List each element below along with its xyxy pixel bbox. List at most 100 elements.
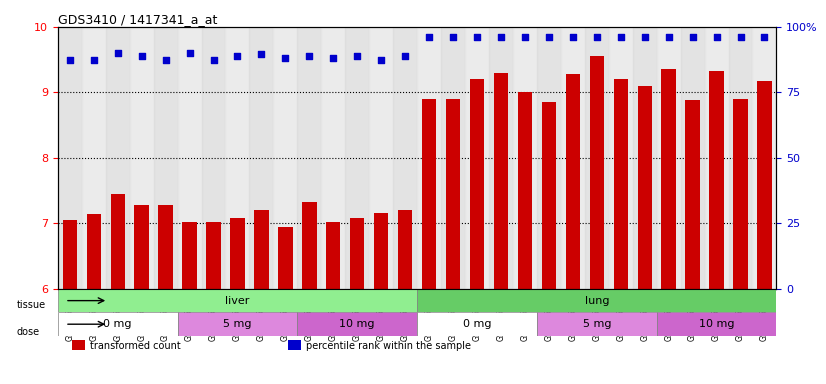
Bar	[657, 27, 681, 289]
Bar	[287, 340, 301, 350]
Bar	[130, 27, 154, 289]
Bar	[225, 27, 249, 289]
Bar	[206, 222, 221, 289]
Point	[686, 34, 699, 40]
Bar	[178, 27, 202, 289]
Point	[206, 56, 220, 63]
Bar	[729, 27, 752, 289]
Bar	[135, 205, 149, 289]
Text: transformed count: transformed count	[90, 341, 181, 351]
Bar	[393, 27, 417, 289]
Text: 10 mg: 10 mg	[339, 319, 375, 329]
Bar	[518, 93, 532, 289]
Point	[733, 34, 747, 40]
FancyBboxPatch shape	[537, 313, 657, 336]
Bar	[254, 210, 268, 289]
Bar	[752, 27, 776, 289]
FancyBboxPatch shape	[178, 313, 297, 336]
Bar	[369, 27, 393, 289]
Text: percentile rank within the sample: percentile rank within the sample	[306, 341, 471, 351]
Bar	[106, 27, 130, 289]
Text: 5 mg: 5 mg	[223, 319, 252, 329]
Bar	[705, 27, 729, 289]
Bar	[489, 27, 513, 289]
Bar	[662, 70, 676, 289]
Point	[662, 34, 676, 40]
Point	[135, 53, 149, 60]
Bar	[297, 27, 321, 289]
Text: liver: liver	[225, 296, 249, 306]
FancyBboxPatch shape	[58, 313, 178, 336]
Point	[278, 55, 292, 61]
Bar	[609, 27, 633, 289]
Bar	[183, 222, 197, 289]
Text: lung: lung	[585, 296, 609, 306]
Bar	[590, 56, 604, 289]
Text: GDS3410 / 1417341_a_at: GDS3410 / 1417341_a_at	[58, 13, 217, 26]
Bar	[537, 27, 561, 289]
Bar	[82, 27, 106, 289]
Bar	[326, 222, 340, 289]
FancyBboxPatch shape	[657, 313, 776, 336]
FancyBboxPatch shape	[417, 289, 776, 313]
Bar	[87, 214, 101, 289]
Bar	[441, 27, 465, 289]
Bar	[302, 202, 316, 289]
Bar	[494, 73, 508, 289]
Point	[351, 53, 364, 60]
Point	[614, 34, 628, 40]
Bar	[321, 27, 345, 289]
Bar	[614, 79, 628, 289]
Bar	[710, 71, 724, 289]
Text: 10 mg: 10 mg	[699, 319, 734, 329]
Bar	[374, 213, 388, 289]
Bar	[111, 194, 125, 289]
FancyBboxPatch shape	[417, 313, 537, 336]
Bar	[273, 27, 297, 289]
FancyBboxPatch shape	[297, 313, 417, 336]
Bar	[345, 27, 369, 289]
Point	[327, 55, 340, 61]
Point	[375, 56, 388, 63]
Point	[302, 53, 316, 60]
Bar	[733, 99, 748, 289]
Bar	[249, 27, 273, 289]
Bar	[638, 86, 652, 289]
Bar	[398, 210, 412, 289]
Point	[111, 50, 125, 56]
Bar	[422, 99, 436, 289]
Bar	[566, 74, 580, 289]
Point	[183, 50, 197, 56]
Bar	[561, 27, 585, 289]
Bar	[230, 218, 244, 289]
Bar	[63, 220, 77, 289]
Point	[542, 34, 555, 40]
Point	[518, 34, 531, 40]
Bar	[757, 81, 771, 289]
Bar	[72, 340, 85, 350]
Text: 5 mg: 5 mg	[582, 319, 611, 329]
Point	[758, 34, 771, 40]
Bar	[159, 205, 173, 289]
Text: tissue: tissue	[17, 300, 45, 310]
Point	[471, 34, 484, 40]
Bar	[58, 27, 82, 289]
Point	[398, 53, 411, 60]
Bar	[470, 79, 484, 289]
Bar	[681, 27, 705, 289]
Bar	[202, 27, 225, 289]
Bar	[154, 27, 178, 289]
Bar	[686, 100, 700, 289]
Bar	[465, 27, 489, 289]
Bar	[417, 27, 441, 289]
Point	[446, 34, 459, 40]
Bar	[633, 27, 657, 289]
Point	[590, 34, 603, 40]
Point	[422, 34, 436, 40]
Bar	[350, 218, 364, 289]
Text: 0 mg: 0 mg	[463, 319, 491, 329]
Bar	[542, 102, 556, 289]
FancyBboxPatch shape	[58, 289, 417, 313]
Point	[494, 34, 507, 40]
Bar	[585, 27, 609, 289]
